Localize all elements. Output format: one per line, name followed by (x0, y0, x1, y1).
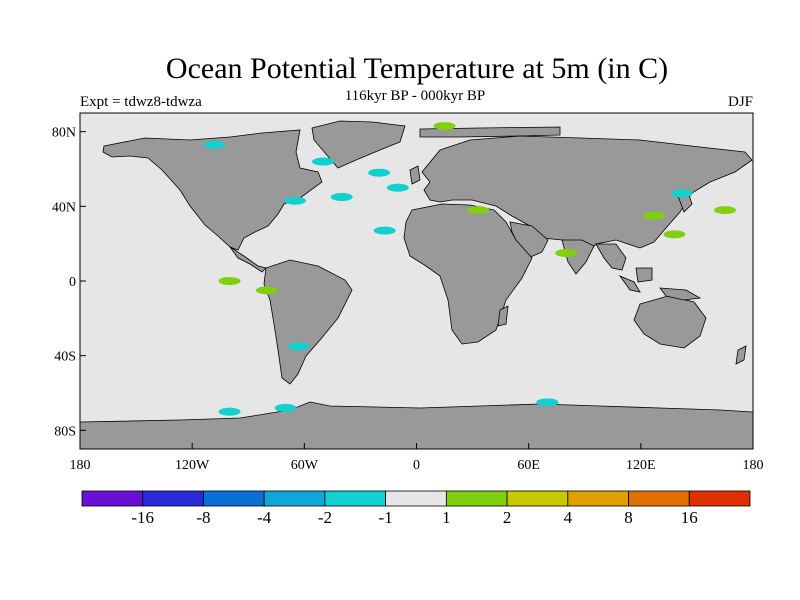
africa (403, 203, 533, 345)
anomaly-patch-4 (283, 196, 306, 205)
colorbar-label-2: -4 (257, 508, 272, 527)
colorbar-bin-5 (385, 490, 447, 507)
southeast-asia (595, 243, 627, 271)
sumatra (618, 275, 641, 293)
y-tick-label-1: 40N (52, 200, 76, 215)
colorbar-label-7: 4 (564, 508, 573, 527)
new-guinea (659, 287, 702, 301)
eurasia (421, 135, 753, 261)
anomaly-patch-15 (555, 249, 578, 257)
anomaly-patch-2 (386, 183, 409, 192)
colorbar-bin-2 (203, 490, 265, 507)
anomaly-patch-9 (536, 398, 559, 407)
india (561, 239, 595, 275)
anomaly-patch-12 (433, 122, 456, 131)
y-axis: 80N 40N 0 40S 80S (52, 126, 86, 439)
colorbar-bin-9 (628, 490, 690, 507)
colorbar-bin-7 (506, 490, 569, 507)
anomaly-patch-19 (642, 211, 665, 220)
colorbar-label-3: -2 (318, 508, 332, 527)
new-zealand (735, 345, 747, 365)
colorbar-bin-6 (445, 490, 508, 507)
colorbar: -16 -8 -4 -2 -1 1 2 4 8 16 (81, 490, 751, 527)
colorbar-label-5: 1 (442, 508, 451, 527)
anomaly-layer (203, 122, 736, 416)
borneo (635, 267, 653, 283)
season-label: DJF (727, 94, 753, 110)
anomaly-patch-16 (218, 277, 241, 285)
period-label: 116kyr BP - 000kyr BP (344, 88, 486, 104)
colorbar-label-1: -8 (196, 508, 210, 527)
colorbar-bin-3 (263, 490, 326, 507)
y-tick-label-2: 0 (69, 275, 76, 290)
colorbar-bin-0 (81, 490, 144, 507)
map-title: Ocean Potential Temperature at 5m (in C) (165, 52, 669, 85)
greenland (311, 120, 406, 169)
anomaly-patch-14 (713, 206, 736, 215)
x-tick-label-0: 180 (70, 458, 91, 473)
anomaly-patch-8 (274, 403, 297, 412)
antarctica (80, 401, 753, 449)
madagascar (497, 305, 509, 327)
anomaly-patch-1 (368, 168, 391, 177)
colorbar-bin-8 (567, 490, 629, 507)
colorbar-label-9: 16 (681, 508, 698, 527)
anomaly-patch-5 (373, 226, 396, 235)
x-tick-label-4: 60E (517, 458, 540, 473)
central-america (229, 246, 267, 273)
anomaly-patch-10 (203, 140, 226, 149)
colorbar-bin-10 (688, 490, 751, 507)
x-tick-label-1: 120W (175, 458, 210, 473)
north-america (102, 129, 323, 251)
experiment-label: Expt = tdwz8-tdwza (80, 94, 202, 110)
colorbar-label-4: -1 (379, 508, 393, 527)
x-tick-label-6: 180 (743, 458, 764, 473)
arctic-cap (419, 126, 561, 138)
anomaly-patch-17 (255, 286, 278, 295)
anomaly-patch-3 (330, 193, 353, 201)
x-tick-label-3: 0 (413, 458, 420, 473)
y-tick-label-4: 80S (54, 424, 76, 439)
land-layer (80, 120, 753, 449)
x-tick-label-5: 120E (626, 458, 656, 473)
anomaly-patch-7 (218, 407, 241, 416)
x-tick-label-2: 60W (291, 458, 319, 473)
south-america (263, 259, 353, 385)
y-tick-label-3: 40S (54, 350, 76, 365)
anomaly-patch-13 (663, 230, 686, 239)
x-axis: 180 120W 60W 0 60E 120E 180 (70, 443, 764, 473)
colorbar-label-6: 2 (503, 508, 512, 527)
anomaly-patch-18 (467, 206, 490, 215)
anomaly-patch-11 (670, 189, 693, 198)
british-isles (409, 165, 421, 185)
colorbar-label-8: 8 (624, 508, 633, 527)
colorbar-bin-1 (142, 490, 204, 507)
anomaly-patch-6 (287, 342, 310, 351)
y-tick-label-0: 80N (52, 126, 76, 141)
anomaly-patch-0 (312, 157, 335, 166)
colorbar-label-0: -16 (131, 508, 154, 527)
colorbar-bin-4 (324, 490, 387, 507)
